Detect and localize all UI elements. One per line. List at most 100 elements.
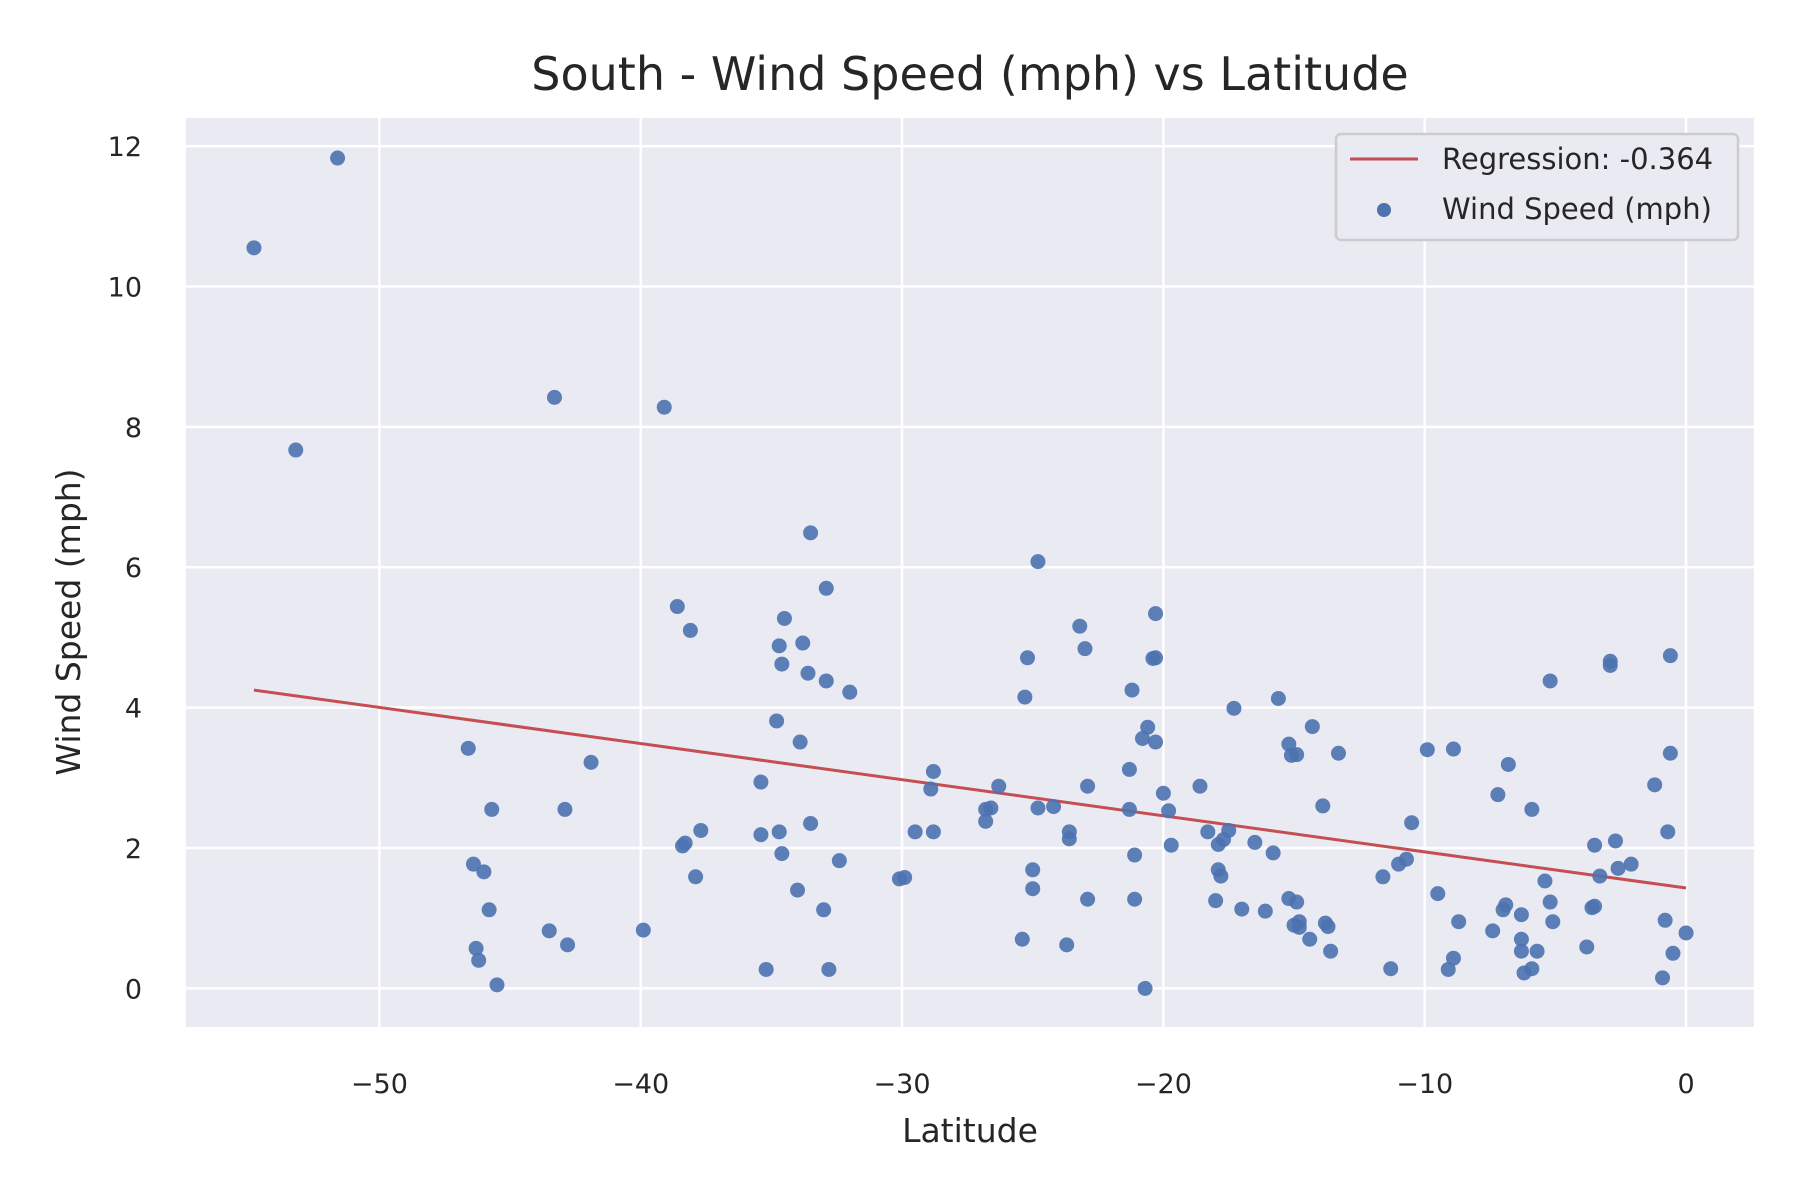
data-point xyxy=(1398,851,1414,867)
data-point xyxy=(1623,856,1639,872)
legend-regression-label: Regression: -0.364 xyxy=(1442,142,1713,176)
data-point xyxy=(1127,847,1143,863)
data-point xyxy=(465,856,481,872)
data-point xyxy=(682,622,698,638)
x-tick-label: 0 xyxy=(1677,1069,1694,1100)
data-point xyxy=(1226,700,1242,716)
data-point xyxy=(693,822,709,838)
data-point xyxy=(978,813,994,829)
data-point xyxy=(790,882,806,898)
data-point xyxy=(677,835,693,851)
data-point xyxy=(1161,803,1177,819)
data-point xyxy=(1315,798,1331,814)
data-point xyxy=(1030,554,1046,570)
data-point xyxy=(1155,785,1171,801)
data-point xyxy=(583,754,599,770)
data-point xyxy=(1121,801,1137,817)
data-point xyxy=(688,869,704,885)
data-point xyxy=(816,902,832,918)
data-point xyxy=(1383,961,1399,977)
data-point xyxy=(1662,745,1678,761)
legend-box xyxy=(1334,132,1740,242)
y-tick-label: 12 xyxy=(108,132,142,163)
data-point xyxy=(460,740,476,756)
x-tick-label: −10 xyxy=(1396,1069,1453,1100)
data-point xyxy=(669,599,685,615)
data-point xyxy=(1025,881,1041,897)
data-point xyxy=(1587,898,1603,914)
data-point xyxy=(795,635,811,651)
y-tick-label: 4 xyxy=(125,694,142,725)
data-point xyxy=(1592,868,1608,884)
data-point xyxy=(1513,931,1529,947)
data-point xyxy=(1247,834,1263,850)
x-tick-label: −50 xyxy=(351,1069,408,1100)
gridlines xyxy=(186,118,1754,1027)
data-point xyxy=(1485,923,1501,939)
data-point xyxy=(774,656,790,672)
data-point xyxy=(803,815,819,831)
data-point xyxy=(1140,719,1156,735)
data-point xyxy=(803,525,819,541)
data-point xyxy=(1445,741,1461,757)
data-point xyxy=(1498,897,1514,913)
y-tick-label: 10 xyxy=(108,272,142,303)
data-point xyxy=(1234,901,1250,917)
data-point xyxy=(1213,868,1229,884)
data-point xyxy=(476,864,492,880)
chart-title: South - Wind Speed (mph) vs Latitude xyxy=(531,47,1408,101)
data-point xyxy=(1281,736,1297,752)
data-point xyxy=(1500,756,1516,772)
legend: Regression: -0.364 Wind Speed (mph) xyxy=(1334,132,1740,242)
data-point xyxy=(753,827,769,843)
y-axis-label: Wind Speed (mph) xyxy=(49,468,88,775)
data-point xyxy=(471,952,487,968)
data-point xyxy=(1148,650,1164,666)
y-tick-label: 2 xyxy=(125,834,142,865)
data-point xyxy=(246,240,262,256)
data-point xyxy=(1200,824,1216,840)
data-point xyxy=(560,937,576,953)
data-point xyxy=(1647,777,1663,793)
data-point xyxy=(897,869,913,885)
data-point xyxy=(1419,742,1435,758)
data-point xyxy=(1440,961,1456,977)
data-point xyxy=(1445,950,1461,966)
data-point xyxy=(1148,606,1164,622)
data-point xyxy=(1046,799,1062,815)
data-point xyxy=(991,778,1007,794)
data-point xyxy=(1304,719,1320,735)
data-point xyxy=(1025,862,1041,878)
data-point xyxy=(983,800,999,816)
legend-scatter-swatch xyxy=(1377,203,1391,217)
data-point xyxy=(1134,731,1150,747)
data-point xyxy=(1665,945,1681,961)
data-point xyxy=(925,824,941,840)
data-point xyxy=(541,923,557,939)
data-point xyxy=(1602,653,1618,669)
data-point xyxy=(1607,833,1623,849)
data-point xyxy=(330,150,346,166)
data-point xyxy=(1257,903,1273,919)
data-point xyxy=(1657,912,1673,928)
data-point xyxy=(1014,931,1030,947)
data-point xyxy=(1291,919,1307,935)
data-point xyxy=(1270,690,1286,706)
data-point xyxy=(792,734,808,750)
data-point xyxy=(656,399,672,415)
x-tick-label: −30 xyxy=(874,1069,931,1100)
data-point xyxy=(1221,822,1237,838)
data-point xyxy=(1579,939,1595,955)
data-point xyxy=(831,853,847,869)
data-point xyxy=(1655,970,1671,986)
data-point xyxy=(1080,778,1096,794)
data-point xyxy=(484,801,500,817)
data-point xyxy=(1537,873,1553,889)
data-point xyxy=(923,781,939,797)
data-point xyxy=(925,763,941,779)
data-point xyxy=(1542,894,1558,910)
data-point xyxy=(1061,831,1077,847)
data-point xyxy=(758,961,774,977)
data-point xyxy=(1529,943,1545,959)
data-point xyxy=(1513,943,1529,959)
